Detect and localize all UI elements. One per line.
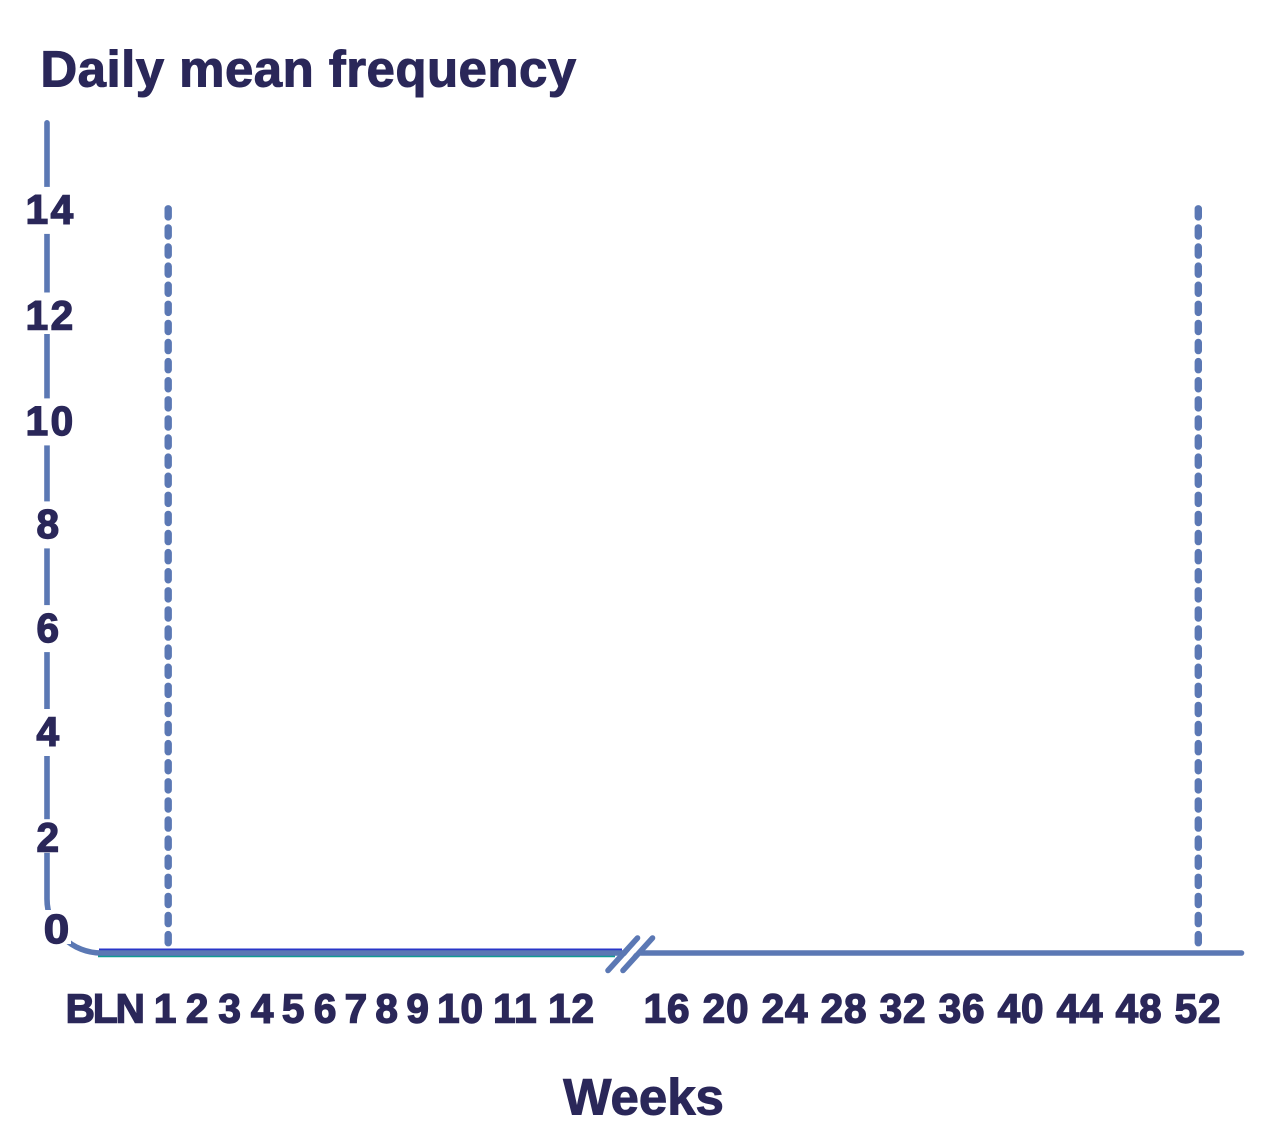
svg-text:11: 11 xyxy=(493,985,537,1031)
svg-text:2: 2 xyxy=(186,985,209,1031)
svg-text:10: 10 xyxy=(437,985,484,1031)
svg-text:40: 40 xyxy=(998,985,1045,1031)
svg-text:16: 16 xyxy=(644,985,691,1031)
svg-text:8: 8 xyxy=(375,985,398,1031)
svg-text:9: 9 xyxy=(406,985,429,1031)
svg-text:20: 20 xyxy=(703,985,750,1031)
svg-text:Daily mean frequency: Daily mean frequency xyxy=(40,41,576,98)
svg-text:52: 52 xyxy=(1175,985,1222,1031)
svg-text:24: 24 xyxy=(762,985,809,1031)
svg-text:32: 32 xyxy=(880,985,927,1031)
svg-text:1: 1 xyxy=(154,985,177,1031)
svg-text:6: 6 xyxy=(37,605,60,651)
svg-text:3: 3 xyxy=(218,985,241,1031)
svg-text:12: 12 xyxy=(26,293,76,339)
svg-text:36: 36 xyxy=(939,985,986,1031)
svg-text:6: 6 xyxy=(314,985,337,1031)
svg-text:4: 4 xyxy=(251,985,274,1031)
svg-text:10: 10 xyxy=(26,398,76,444)
svg-text:44: 44 xyxy=(1057,985,1104,1031)
svg-text:7: 7 xyxy=(345,985,368,1031)
svg-text:Weeks: Weeks xyxy=(563,1069,724,1126)
svg-text:28: 28 xyxy=(821,985,868,1031)
svg-text:5: 5 xyxy=(282,985,305,1031)
svg-text:48: 48 xyxy=(1116,985,1163,1031)
svg-text:0: 0 xyxy=(44,908,70,953)
svg-text:14: 14 xyxy=(26,187,76,233)
svg-text:8: 8 xyxy=(37,501,60,547)
svg-text:4: 4 xyxy=(37,709,60,755)
svg-text:12: 12 xyxy=(548,985,595,1031)
svg-text:BLN: BLN xyxy=(66,985,143,1031)
svg-text:2: 2 xyxy=(37,815,60,861)
